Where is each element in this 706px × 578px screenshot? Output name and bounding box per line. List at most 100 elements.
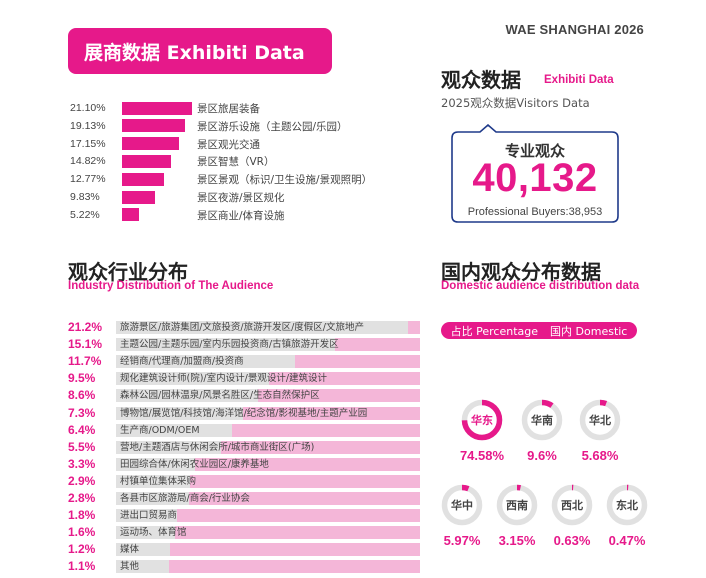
donut-slice bbox=[551, 484, 593, 526]
region-donut: 华中 5.97% bbox=[441, 484, 483, 548]
exhibitor-bar bbox=[122, 154, 172, 168]
industry-bar bbox=[116, 406, 243, 420]
donut-slice bbox=[521, 399, 563, 441]
region-donut: 东北 0.47% bbox=[606, 484, 648, 548]
exhibitor-row: 5.22% bbox=[70, 207, 140, 223]
industry-bar-track bbox=[116, 509, 420, 523]
professional-label: 专业观众 bbox=[504, 142, 565, 160]
region-value-label: 74.58% bbox=[460, 448, 505, 463]
exhibitor-category-label: 景区游乐设施（主题公园/乐园） bbox=[197, 120, 348, 133]
exhibitor-value-label: 12.77% bbox=[70, 173, 106, 186]
exhibitor-category-label: 景区商业/体育设施 bbox=[197, 209, 285, 222]
region-donut: 华南 9.6% bbox=[521, 399, 563, 463]
region-label: 华东 bbox=[471, 413, 493, 427]
industry-bar bbox=[116, 457, 196, 471]
industry-bar-track bbox=[116, 406, 420, 420]
industry-bar bbox=[116, 474, 191, 488]
industry-row: 6.4% 生产商/ODM/OEM bbox=[68, 423, 420, 438]
industry-bar-track bbox=[116, 526, 420, 540]
industry-value-label: 1.6% bbox=[68, 525, 96, 540]
industry-row: 7.3% 博物馆/展览馆/科技馆/海洋馆/纪念馆/影视基地/主题产业园 bbox=[68, 406, 420, 421]
domestic-legend: 占比 Percentage 国内 Domestic bbox=[441, 322, 637, 339]
region-label: 西北 bbox=[561, 498, 583, 512]
industry-subtitle: Industry Distribution of The Audience bbox=[68, 280, 274, 292]
exhibitor-category-label: 景区景观（标识/卫生设施/景观照明） bbox=[197, 174, 373, 187]
exhibitor-bar bbox=[122, 172, 165, 186]
industry-bar-track bbox=[116, 338, 420, 352]
industry-bar-track bbox=[116, 423, 420, 437]
exhibitor-value-label: 19.13% bbox=[70, 119, 106, 132]
region-donut: 华北 5.68% bbox=[579, 399, 621, 463]
industry-bar bbox=[116, 440, 222, 454]
region-label: 西南 bbox=[506, 498, 528, 512]
exhibitor-bar bbox=[122, 190, 155, 204]
industry-value-label: 2.8% bbox=[68, 491, 96, 505]
region-value-label: 5.97% bbox=[444, 533, 481, 548]
exhibitor-bar bbox=[122, 208, 140, 222]
region-donut: 华东 74.58% bbox=[460, 399, 505, 463]
industry-category-label: 村镇单位集体采购 bbox=[120, 475, 197, 487]
industry-bar bbox=[116, 543, 171, 557]
industry-value-label: 3.3% bbox=[68, 456, 96, 471]
industry-value-label: 2.9% bbox=[68, 473, 96, 488]
region-value-label: 9.6% bbox=[527, 448, 557, 463]
region-donut: 西南 3.15% bbox=[496, 484, 538, 548]
donut-slice bbox=[496, 484, 538, 526]
domestic-donut-svg: 华东 74.58% 华南 9.6% 华北 5.68% 华中 5.97% 西南 3.15% 西北 0.6… bbox=[441, 399, 648, 548]
industry-bar bbox=[116, 355, 296, 369]
exhibitor-bar bbox=[122, 119, 186, 133]
industry-value-label: 11.7% bbox=[68, 354, 102, 369]
audience-title: 观众数据 bbox=[441, 68, 521, 92]
exhibitor-category-label: 景区夜游/景区规化 bbox=[197, 192, 285, 204]
region-label: 华北 bbox=[589, 413, 611, 427]
region-value-label: 3.15% bbox=[499, 533, 536, 548]
industry-category-label: 经销商/代理商/加盟商/投资商 bbox=[120, 356, 244, 368]
region-label: 东北 bbox=[616, 498, 638, 512]
region-value-label: 5.68% bbox=[582, 448, 619, 463]
industry-category-label: 进出口贸易商 bbox=[120, 510, 178, 522]
industry-category-label: 媒体 bbox=[120, 544, 140, 556]
industry-value-label: 1.1% bbox=[68, 559, 96, 574]
industry-category-label: 博物馆/展览馆/科技馆/海洋馆/纪念馆/影视基地/主题产业园 bbox=[120, 407, 368, 419]
industry-bar bbox=[116, 509, 178, 523]
industry-row: 2.8% 各县市区旅游局/商会/行业协会 bbox=[68, 491, 420, 506]
industry-bar bbox=[116, 560, 170, 574]
industry-row: 1.8% 进出口贸易商 bbox=[68, 508, 420, 523]
exhibitor-value-label: 5.22% bbox=[70, 208, 100, 221]
professional-buyers: Professional Buyers:38,953 bbox=[467, 206, 603, 218]
exhibitor-row: 19.13% bbox=[70, 118, 186, 134]
domestic-subtitle: Domestic audience distribution data bbox=[441, 280, 640, 292]
industry-category-label: 旅游景区/旅游集团/文旅投资/旅游开发区/度假区/文旅地产 bbox=[120, 322, 365, 333]
audience-subtitle: Exhibiti Data bbox=[544, 74, 614, 86]
industry-row: 8.6% 森林公园/园林温泉/风景名胜区/生态自然保护区 bbox=[68, 388, 420, 403]
exhibitor-category-label: 景区智慧（VR） bbox=[197, 156, 275, 169]
industry-bar bbox=[116, 389, 259, 403]
industry-row: 1.6% 运动场、体育馆 bbox=[68, 525, 420, 540]
industry-category-label: 其他 bbox=[120, 561, 140, 573]
industry-row: 1.2% 媒体 bbox=[68, 542, 420, 557]
industry-category-label: 营地/主题酒店与休闲会所/城市商业街区(广场) bbox=[120, 441, 315, 453]
brand-title: WAE SHANGHAI 2026 bbox=[505, 22, 644, 37]
exhibitor-value-label: 14.82% bbox=[70, 155, 106, 168]
industry-bar-track bbox=[116, 372, 420, 386]
exhibitor-row: 14.82% bbox=[70, 153, 172, 169]
industry-bar bbox=[116, 526, 176, 540]
industry-bar-track bbox=[116, 474, 420, 488]
industry-bar bbox=[116, 321, 408, 334]
industry-value-label: 1.8% bbox=[68, 508, 96, 523]
donut-slice bbox=[606, 484, 648, 526]
industry-category-label: 主题公园/主题乐园/室内乐园投资商/古镇旅游开发区 bbox=[120, 339, 339, 351]
industry-bar-track bbox=[116, 389, 420, 403]
industry-category-label: 田园综合体/休闲农业园区/康养基地 bbox=[120, 458, 269, 470]
industry-bar-track bbox=[116, 543, 420, 557]
industry-value-label: 5.5% bbox=[68, 439, 96, 454]
audience-box-frame bbox=[451, 124, 619, 223]
domestic-donut-chart: 华东 74.58% 华南 9.6% 华北 5.68% 华中 5.97% 西南 3.15% 西北 0.6… bbox=[440, 395, 690, 565]
industry-row: 5.5% 营地/主题酒店与休闲会所/城市商业街区(广场) bbox=[68, 440, 420, 455]
industry-value-label: 1.2% bbox=[68, 542, 96, 557]
industry-category-label: 各县市区旅游局/商会/行业协会 bbox=[120, 493, 250, 504]
industry-row: 21.2% 旅游景区/旅游集团/文旅投资/旅游开发区/度假区/文旅地产 bbox=[68, 320, 420, 335]
industry-row: 3.3% 田园综合体/休闲农业园区/康养基地 bbox=[68, 457, 420, 472]
exhibitor-category-label: 景区观光交通 bbox=[197, 138, 260, 151]
industry-bar-track bbox=[116, 321, 420, 334]
